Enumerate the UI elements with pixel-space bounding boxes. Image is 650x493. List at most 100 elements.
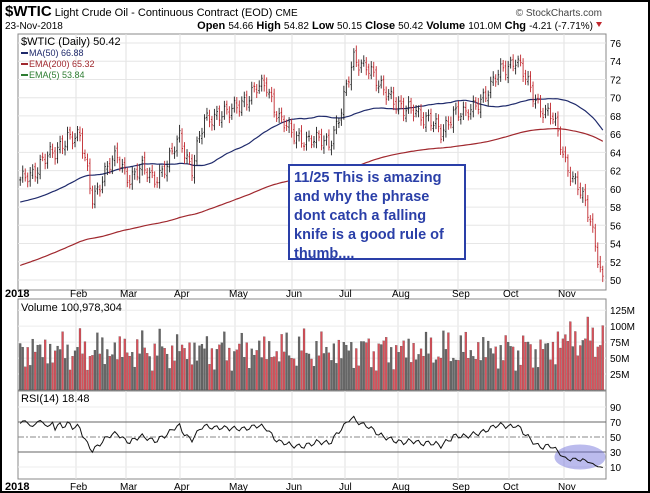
price-bar (178, 124, 181, 143)
price-bar (238, 100, 241, 117)
x-tick-label: Feb (70, 289, 88, 300)
price-bar (88, 158, 91, 195)
volume-bar (589, 340, 592, 391)
x-tick-label: Mar (120, 289, 138, 300)
x-tick-label: Nov (558, 289, 576, 300)
price-tick-label: 72 (610, 75, 622, 86)
price-bar (327, 129, 330, 151)
volume-bar (367, 338, 370, 391)
price-bar (340, 108, 343, 126)
instrument-name: Light Crude Oil - Continuous Contract (E… (52, 7, 276, 19)
volume-bar (405, 357, 408, 391)
volume-bar (133, 366, 136, 391)
price-bar (255, 84, 258, 99)
volume-bar (457, 360, 460, 391)
price-bar (243, 91, 246, 108)
volume-bar (327, 352, 331, 391)
volume-bar (250, 348, 253, 391)
price-bar (554, 112, 557, 126)
ema200-legend: EMA(200) 65.32 (29, 59, 95, 69)
volume-bar (514, 370, 517, 391)
price-bar (507, 60, 510, 84)
price-bar (427, 109, 430, 122)
volume-bar (210, 348, 214, 391)
price-bar (352, 48, 355, 71)
volume-bar (268, 341, 271, 391)
volume-bar (407, 338, 410, 391)
volume-bar (395, 345, 398, 391)
volume-bar (509, 346, 512, 391)
price-bar (524, 69, 527, 85)
price-bar (579, 182, 582, 199)
price-bar (166, 160, 169, 182)
volume-bar (536, 367, 540, 391)
price-bar (101, 176, 104, 194)
price-bar (544, 104, 547, 119)
price-bar (417, 105, 420, 118)
volume-bar (156, 355, 159, 391)
price-bar (367, 63, 370, 80)
volume-bar (419, 348, 423, 391)
volume-bar (153, 343, 156, 391)
volume-bar (599, 345, 602, 391)
volume-bar (200, 344, 204, 391)
x-tick-label: Apr (174, 289, 190, 300)
volume-bar (193, 342, 196, 391)
price-bar (235, 97, 238, 114)
price-bar (303, 142, 306, 151)
volume-bar (285, 332, 288, 391)
volume-bar (243, 357, 246, 391)
x-tick-label: Aug (392, 482, 410, 491)
volume-bar (158, 328, 161, 391)
price-bar (571, 171, 574, 183)
volume-bar (392, 369, 395, 391)
volume-bar (360, 341, 363, 391)
high-value: 54.82 (284, 21, 309, 32)
volume-bar (26, 347, 29, 391)
volume-bar (195, 360, 199, 391)
price-bar (158, 164, 161, 189)
price-bar (98, 184, 101, 197)
price-bar (390, 86, 393, 100)
volume-bar (93, 350, 97, 391)
volume-bar (409, 362, 413, 391)
exchange: CME (275, 8, 298, 19)
volume-bar (549, 359, 552, 391)
price-bar (444, 116, 447, 138)
price-bar (325, 133, 328, 146)
price-bar (487, 90, 490, 107)
volume-bar (377, 343, 380, 391)
volume-bar (372, 351, 375, 391)
volume-bar (335, 363, 338, 391)
price-bar (111, 155, 114, 175)
volume-bar (101, 337, 104, 391)
volume-bar (278, 361, 281, 391)
volume-bar (385, 337, 388, 391)
price-bar (148, 167, 151, 184)
price-bar (355, 45, 358, 67)
volume-bar (218, 344, 221, 391)
price-bar (322, 135, 325, 154)
chg-value: -4.21 (-7.71%) (529, 21, 593, 32)
price-tick-label: 54 (610, 240, 622, 251)
price-bar (392, 86, 395, 111)
price-bar (462, 101, 465, 120)
x-tick-label: Aug (392, 289, 410, 300)
down-arrow-icon (596, 22, 602, 27)
price-bar (273, 88, 276, 118)
brand-label: © StockCharts.com (516, 8, 602, 19)
volume-bar (477, 342, 480, 391)
volume-bar (579, 345, 582, 391)
volume-bar (350, 342, 353, 391)
volume-bar (474, 359, 477, 391)
price-bar (128, 174, 131, 189)
price-bar (141, 155, 144, 176)
volume-bar (345, 344, 348, 391)
price-bar (191, 154, 194, 182)
price-bar (437, 114, 440, 133)
price-bar (499, 58, 502, 82)
volume-bar (561, 338, 565, 391)
price-tick-label: 66 (610, 130, 622, 141)
volume-bar (454, 359, 457, 391)
volume-bar (447, 332, 450, 391)
